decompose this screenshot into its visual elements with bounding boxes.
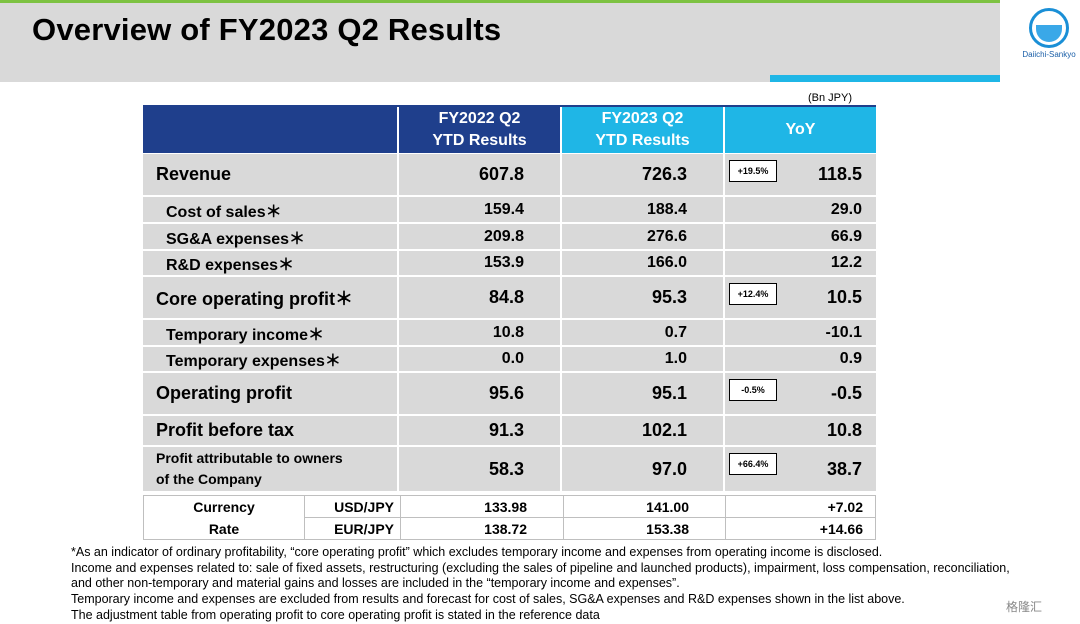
watermark: 格隆汇 (1006, 600, 1043, 614)
value-fy2022: 84.8 (399, 277, 560, 318)
table-row-rd-expenses: R&D expenses＊ 153.9 166.0 12.2 (143, 251, 876, 275)
footnote-line: The adjustment table from operating prof… (71, 607, 600, 622)
row-label: Temporary income＊ (143, 320, 397, 345)
title-bar: Overview of FY2023 Q2 Results (0, 0, 1000, 82)
footnote-line: *As an indicator of ordinary profitabili… (71, 545, 883, 559)
table-row-operating-profit: Operating profit 95.6 95.1 -0.5 -0.5% (143, 373, 876, 414)
value-fy2022: 138.72 (484, 521, 527, 537)
value-fy2023: 188.4 (562, 197, 723, 222)
row-label-line-2: of the Company (156, 471, 262, 487)
header-fy2023: FY2023 Q2 YTD Results (562, 107, 723, 153)
table-header-row: FY2022 Q2 YTD Results FY2023 Q2 YTD Resu… (143, 107, 876, 153)
top-accent-line (0, 0, 1000, 3)
table-row-core-operating-profit: Core operating profit＊ 84.8 95.3 10.5 +1… (143, 277, 876, 318)
footnote-line: and other non-temporary and material gai… (71, 576, 680, 591)
currency-pair: USD/JPY (334, 499, 394, 515)
value-yoy: -10.1 (725, 320, 876, 345)
table-row-revenue: Revenue 607.8 726.3 118.5 +19.5% (143, 154, 876, 195)
table-row-profit-attributable: Profit attributable to owners of the Com… (143, 447, 876, 491)
value-fy2022: 209.8 (399, 224, 560, 249)
yoy-percent-badge: +66.4% (729, 453, 777, 475)
value-yoy: 10.8 (725, 416, 876, 445)
currency-label: Currency (193, 499, 255, 515)
value-fy2023: 726.3 (562, 154, 723, 195)
value-fy2023: 102.1 (562, 416, 723, 445)
value-fy2022: 133.98 (484, 499, 527, 515)
value-fy2023: 166.0 (562, 251, 723, 275)
rate-label: Rate (208, 521, 240, 537)
currency-rate-table: Currency Rate USD/JPY 133.98 141.00 +7.0… (143, 495, 876, 540)
value-fy2022: 95.6 (399, 373, 560, 414)
value-fy2023: 0.7 (562, 320, 723, 345)
value-fy2023: 153.38 (646, 521, 689, 537)
value-yoy: +7.02 (827, 499, 863, 515)
row-label: Operating profit (143, 373, 397, 414)
value-fy2022: 159.4 (399, 197, 560, 222)
value-fy2022: 607.8 (399, 154, 560, 195)
logo-mark-icon (1029, 8, 1069, 48)
row-label-line-1: Profit attributable to owners (156, 450, 343, 466)
footnote-line: Temporary income and expenses are exclud… (71, 592, 905, 607)
yoy-percent-badge: -0.5% (729, 379, 777, 401)
value-fy2023: 276.6 (562, 224, 723, 249)
company-logo: Daiichi-Sankyo (1018, 4, 1080, 64)
row-label: Cost of sales＊ (143, 197, 397, 222)
value-fy2023: 95.3 (562, 277, 723, 318)
row-label: SG&A expenses＊ (143, 224, 397, 249)
value-yoy: 0.9 (725, 347, 876, 371)
row-label: Core operating profit＊ (143, 277, 397, 318)
value-fy2023: 1.0 (562, 347, 723, 371)
header-fy2022: FY2022 Q2 YTD Results (399, 107, 560, 153)
header-top-line (143, 105, 876, 107)
table-row-profit-before-tax: Profit before tax 91.3 102.1 10.8 (143, 416, 876, 445)
table-row-temporary-expenses: Temporary expenses＊ 0.0 1.0 0.9 (143, 347, 876, 371)
row-label: Profit attributable to owners of the Com… (143, 447, 397, 491)
value-fy2022: 153.9 (399, 251, 560, 275)
table-row-temporary-income: Temporary income＊ 10.8 0.7 -10.1 (143, 320, 876, 345)
row-label: R&D expenses＊ (143, 251, 397, 275)
footnotes: *As an indicator of ordinary profitabili… (71, 545, 1071, 624)
header-empty-cell (143, 107, 397, 153)
value-fy2022: 10.8 (399, 320, 560, 345)
value-yoy: 12.2 (725, 251, 876, 275)
value-fy2023: 97.0 (562, 447, 723, 491)
header-yoy: YoY (725, 107, 876, 153)
divider (304, 517, 875, 518)
value-fy2023: 141.00 (646, 499, 689, 515)
yoy-percent-badge: +19.5% (729, 160, 777, 182)
value-fy2023: 95.1 (562, 373, 723, 414)
value-yoy: 66.9 (725, 224, 876, 249)
value-fy2022: 0.0 (399, 347, 560, 371)
page-title: Overview of FY2023 Q2 Results (32, 12, 502, 47)
row-label: Temporary expenses＊ (143, 347, 397, 371)
row-label: Profit before tax (143, 416, 397, 445)
title-accent-bar (770, 75, 1000, 82)
currency-pair: EUR/JPY (334, 521, 394, 537)
yoy-percent-badge: +12.4% (729, 283, 777, 305)
value-yoy: +14.66 (819, 521, 863, 537)
row-label: Revenue (143, 154, 397, 195)
table-row-cost-of-sales: Cost of sales＊ 159.4 188.4 29.0 (143, 197, 876, 222)
value-fy2022: 91.3 (399, 416, 560, 445)
logo-text: Daiichi-Sankyo (1022, 50, 1076, 59)
unit-label: (Bn JPY) (808, 92, 853, 104)
footnote-line: Income and expenses related to: sale of … (71, 560, 1010, 575)
value-yoy: 29.0 (725, 197, 876, 222)
table-row-sga-expenses: SG&A expenses＊ 209.8 276.6 66.9 (143, 224, 876, 249)
value-fy2022: 58.3 (399, 447, 560, 491)
